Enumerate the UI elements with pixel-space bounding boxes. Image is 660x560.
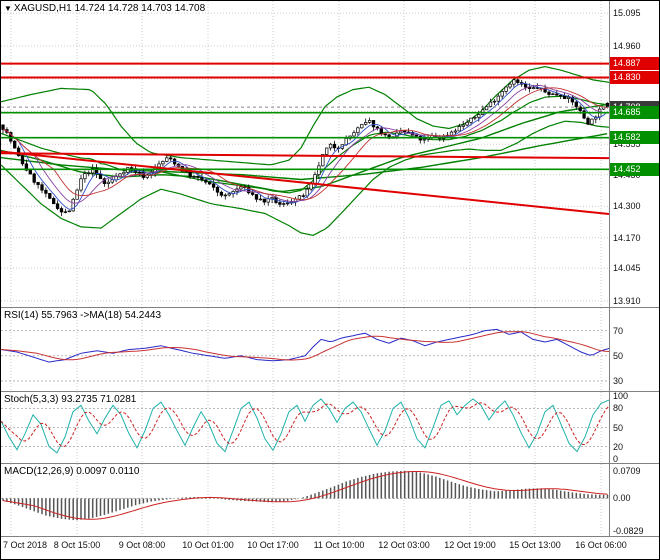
time-axis-label: 7 Oct 2018 (3, 540, 48, 550)
rsi-axis-label: 70 (613, 325, 624, 336)
time-axis-line (1, 536, 659, 537)
macd-label: MACD(12,26,9) 0.0097 0.0110 (4, 466, 140, 477)
time-axis-label: 12 Oct 03:00 (378, 540, 430, 550)
price-badge: 14.887 (610, 57, 659, 71)
stoch-axis-label: 100 (613, 390, 629, 401)
price-axis-label: 14.960 (613, 40, 641, 51)
rsi-axis-label: 50 (613, 350, 624, 361)
macd-axis-label: 0.00 (613, 493, 631, 504)
panel-divider[interactable] (1, 391, 659, 392)
time-axis-label: 8 Oct 15:00 (53, 540, 101, 550)
price-axis-label: 14.555 (613, 139, 641, 150)
price-badge: 14.452 (610, 162, 659, 176)
stoch-axis-label: 0 (613, 454, 619, 465)
macd-axis-label: 0.0709 (613, 465, 641, 476)
price-axis-label: 14.170 (613, 232, 641, 243)
time-axis-label: 9 Oct 08:00 (118, 540, 166, 550)
price-badge: 14.830 (610, 71, 659, 84)
time-axis-label: 11 Oct 10:00 (313, 540, 365, 550)
price-badge: 14.582 (610, 131, 659, 145)
rsi-indicator-chart[interactable] (1, 308, 609, 391)
price-axis-label: 13.910 (613, 295, 641, 306)
time-axis-label: 15 Oct 13:00 (509, 540, 561, 550)
stoch-label: Stoch(5,3,3) 93.2735 71.0281 (4, 394, 137, 405)
macd-indicator-chart[interactable] (1, 464, 609, 536)
price-axis-label: 15.095 (613, 8, 641, 19)
price-axis-label: 14.045 (613, 263, 641, 274)
rsi-label: RSI(14) 55.7963 ->MA(18) 54.2443 (4, 310, 162, 321)
panel-divider[interactable] (1, 463, 659, 464)
macd-axis-label: -0.0829 (613, 525, 644, 536)
rsi-axis-label: 30 (613, 375, 624, 386)
time-axis-label: 16 Oct 06:00 (575, 540, 627, 550)
chart-title-text: XAGUSD,H1 14.724 14.728 14.703 14.708 (13, 3, 206, 14)
time-axis-label: 10 Oct 17:00 (247, 540, 299, 550)
main-price-chart[interactable] (1, 1, 609, 307)
time-axis-label: 10 Oct 01:00 (182, 540, 234, 550)
symbol-dropdown-icon[interactable]: ▼ (4, 4, 12, 13)
panel-divider[interactable] (1, 307, 659, 308)
price-badge: 14.685 (610, 106, 659, 120)
stochastic-indicator-chart[interactable] (1, 392, 609, 463)
time-axis-label: 12 Oct 19:00 (444, 540, 496, 550)
price-axis-separator (609, 1, 610, 536)
stoch-axis-label: 20 (613, 441, 624, 452)
stoch-axis-label: 50 (613, 422, 624, 433)
chart-title: ▼ XAGUSD,H1 14.724 14.728 14.703 14.708 (4, 3, 205, 14)
price-axis-label: 14.300 (613, 201, 641, 212)
stoch-axis-label: 80 (613, 403, 624, 414)
